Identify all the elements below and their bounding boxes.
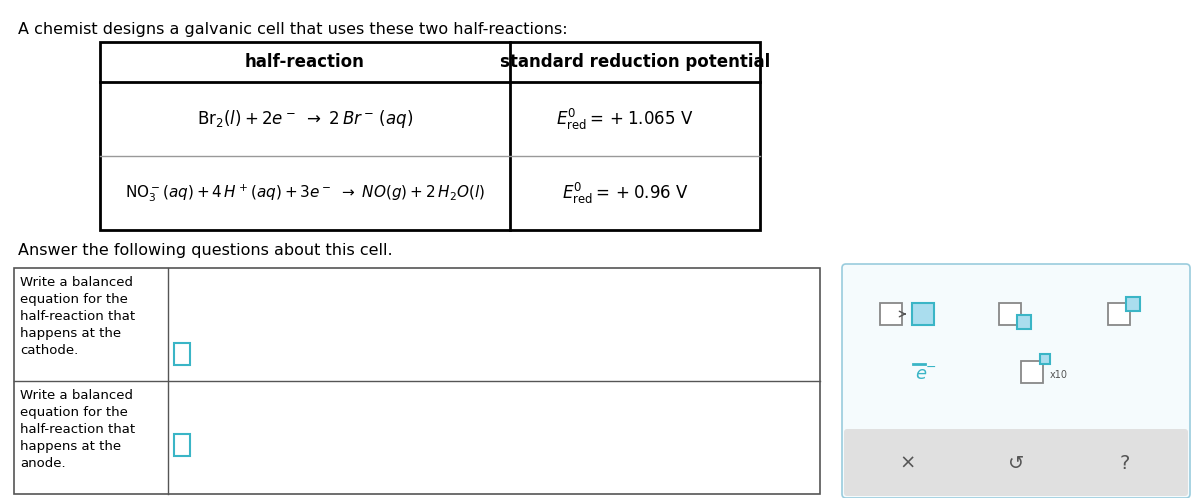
Bar <box>1018 315 1031 329</box>
Bar <box>174 434 190 456</box>
Bar <box>998 303 1021 325</box>
Bar <box>1021 361 1043 382</box>
Text: $\mathsf{-}$: $\mathsf{-}$ <box>925 360 936 373</box>
FancyBboxPatch shape <box>842 264 1190 498</box>
Bar <box>1126 297 1140 311</box>
Text: $E^0_{\mathsf{red}}=+0.96\ \mathsf{V}$: $E^0_{\mathsf{red}}=+0.96\ \mathsf{V}$ <box>562 180 689 206</box>
Bar <box>1108 303 1130 325</box>
Text: Write a balanced
equation for the
half-reaction that
happens at the
cathode.: Write a balanced equation for the half-r… <box>20 276 136 357</box>
Bar <box>174 343 190 365</box>
Text: half-reaction: half-reaction <box>245 53 365 71</box>
Text: standard reduction potential: standard reduction potential <box>500 53 770 71</box>
Bar <box>881 303 902 325</box>
Bar <box>14 268 820 494</box>
Text: ↺: ↺ <box>1008 454 1024 473</box>
Text: A chemist designs a galvanic cell that uses these two half-reactions:: A chemist designs a galvanic cell that u… <box>18 22 568 37</box>
Text: Answer the following questions about this cell.: Answer the following questions about thi… <box>18 243 392 258</box>
Text: $\mathsf{NO_3^-(\it{aq})+4\,H^+(\it{aq})+3e^-\ \rightarrow\ NO(\it{g})+2\,H_2O(\: $\mathsf{NO_3^-(\it{aq})+4\,H^+(\it{aq})… <box>125 182 485 204</box>
Text: x10: x10 <box>1050 370 1068 379</box>
FancyBboxPatch shape <box>844 429 1188 496</box>
Text: ?: ? <box>1120 454 1130 473</box>
Bar <box>100 42 760 230</box>
Bar <box>912 303 935 325</box>
Text: $\mathit{e}$: $\mathit{e}$ <box>914 365 926 382</box>
Text: ×: × <box>899 454 916 473</box>
Bar <box>1039 354 1050 364</box>
Text: Write a balanced
equation for the
half-reaction that
happens at the
anode.: Write a balanced equation for the half-r… <box>20 389 136 470</box>
Text: $\mathsf{Br_2(\it{l})+2e^-\ \rightarrow\ 2\,Br^-\,(\it{aq})}$: $\mathsf{Br_2(\it{l})+2e^-\ \rightarrow\… <box>197 108 413 130</box>
Text: $E^0_{\mathsf{red}}=+1.065\ \mathsf{V}$: $E^0_{\mathsf{red}}=+1.065\ \mathsf{V}$ <box>557 107 694 131</box>
